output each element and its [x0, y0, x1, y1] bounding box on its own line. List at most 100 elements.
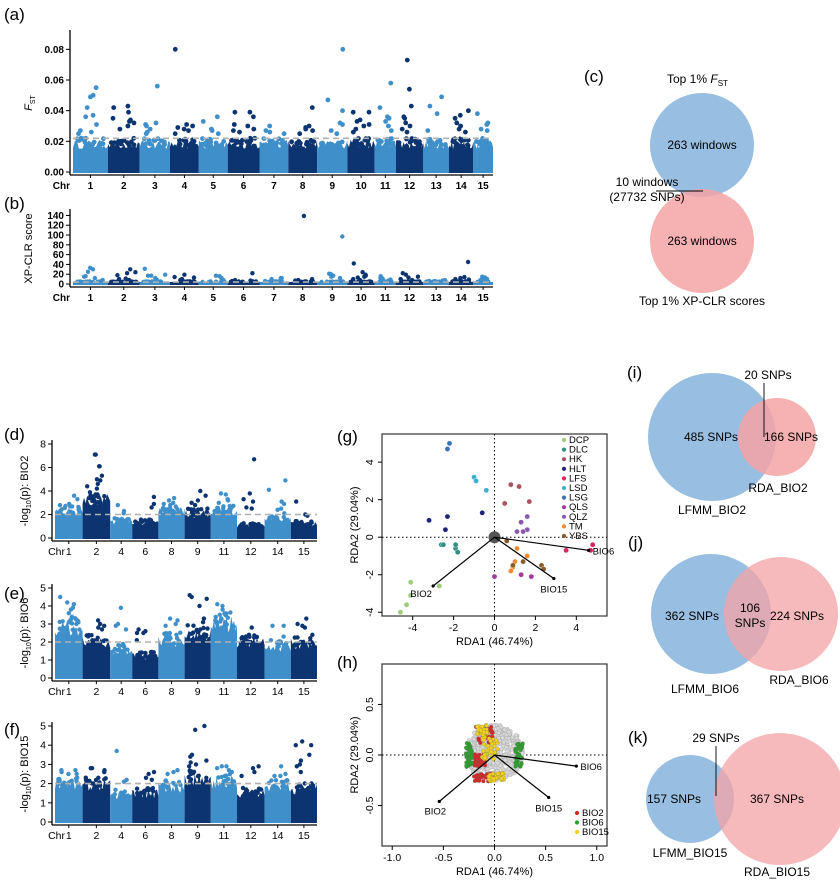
outlier-snp-point [163, 623, 168, 628]
snp-point [86, 634, 91, 639]
snp-point [306, 522, 311, 527]
legend-marker-LFS [561, 476, 567, 481]
snp-point [484, 138, 489, 143]
snp-cloud [464, 722, 525, 784]
outlier-snp-point [188, 760, 193, 765]
snp-point [358, 141, 364, 147]
snp-point [396, 140, 402, 146]
outlier-snp-point [69, 614, 75, 619]
arrow-label-BIO2: BIO2 [424, 807, 446, 818]
outlier-snp-point [145, 273, 151, 278]
snp-point [212, 508, 217, 514]
snp-point [229, 138, 235, 143]
legend-marker-BIO2 [574, 810, 580, 816]
candidate-snp-point [489, 724, 494, 729]
chromosome-segment-3 [139, 83, 170, 173]
y-tick-label: 3 [40, 759, 46, 771]
snp-point [429, 140, 435, 145]
population-point [407, 592, 414, 599]
outlier-snp-point [366, 109, 372, 115]
x-tick-label-chr-14: 14 [272, 686, 284, 698]
venn-i-left-label: LFMM_BIO2 [678, 503, 746, 517]
outlier-snp-point [351, 276, 356, 282]
y-axis-label-sub: 10 [26, 642, 33, 650]
outlier-snp-point [204, 596, 209, 601]
outlier-snp-point [256, 764, 261, 769]
x-tick-label-chr-2: 2 [121, 293, 127, 304]
snp-point [185, 506, 191, 511]
outlier-snp-point [143, 131, 149, 137]
snp-point [63, 503, 68, 509]
legend-marker-QLS [561, 505, 567, 510]
snp-point [308, 636, 313, 641]
arrow-label-BIO2: BIO2 [410, 589, 432, 600]
snp-density-band [423, 140, 449, 173]
outlier-snp-point [99, 473, 105, 478]
snp-point [247, 135, 253, 141]
snp-point [194, 628, 199, 633]
snp-point [151, 650, 156, 655]
snp-point [57, 626, 62, 631]
outlier-snp-point [406, 275, 411, 280]
venn-c-fst-circle [650, 93, 754, 197]
outlier-snp-point [484, 128, 490, 134]
y-axis-label-sub: 10 [26, 500, 33, 508]
outlier-snp-point [325, 97, 331, 103]
snp-point [116, 517, 121, 522]
snp-point [187, 631, 193, 637]
snp-point [195, 507, 201, 512]
outlier-snp-point [402, 115, 408, 121]
x-tick-label-chr-1: 1 [88, 293, 94, 304]
snp-point [365, 141, 371, 147]
outlier-snp-point [93, 85, 99, 91]
snp-point [96, 494, 101, 500]
snp-point [68, 620, 73, 625]
outlier-snp-point [175, 618, 180, 623]
snp-point [117, 643, 122, 649]
outlier-snp-point [188, 754, 193, 759]
outlier-snp-point [193, 727, 198, 732]
snp-point [407, 139, 413, 145]
venn-c-bottom-count: 263 windows [667, 234, 736, 248]
outlier-snp-point [149, 273, 154, 278]
candidate-snp-point [472, 763, 477, 768]
outlier-snp-point [151, 501, 157, 507]
candidate-snp-point [489, 728, 494, 733]
population-point [442, 526, 449, 533]
chromosome-segment-15 [290, 499, 317, 539]
chromosome-segment-2 [107, 267, 140, 285]
outlier-snp-point [251, 126, 257, 132]
outlier-snp-point [386, 115, 392, 121]
snp-point [83, 775, 89, 780]
outlier-snp-point [167, 616, 173, 621]
snp-point [123, 793, 128, 799]
outlier-snp-point [175, 768, 180, 773]
outlier-snp-point [232, 109, 238, 115]
outlier-snp-point [90, 112, 96, 118]
chromosome-segment-15 [290, 739, 317, 823]
snp-point [256, 522, 261, 527]
snp-point [293, 643, 298, 648]
snp-density-band [210, 775, 237, 823]
outlier-snp-point [67, 501, 72, 507]
outlier-snp-point [190, 123, 196, 129]
snp-point [187, 769, 193, 774]
population-group-DCP [397, 579, 443, 616]
candidate-snp-point [481, 779, 486, 784]
venn-k-overlap: 29 SNPs [692, 731, 739, 745]
snp-point [165, 785, 170, 791]
snp-density-band [132, 653, 159, 679]
snp-point [182, 138, 188, 144]
outlier-snp-point [298, 758, 304, 763]
panel-label-f: (f) [4, 720, 20, 739]
y-axis-label: FST [23, 94, 37, 110]
chromosome-segment-8 [158, 495, 185, 539]
snp-point [254, 642, 259, 647]
venn-c-overlap-line2: (27732 SNPs) [609, 190, 684, 204]
x-tick-label-chr-8: 8 [300, 293, 306, 304]
outlier-snp-point [151, 769, 157, 775]
snp-point [503, 758, 508, 763]
population-group-QLZ [514, 513, 531, 535]
outlier-snp-point [73, 768, 78, 773]
outlier-snp-point [85, 484, 90, 489]
